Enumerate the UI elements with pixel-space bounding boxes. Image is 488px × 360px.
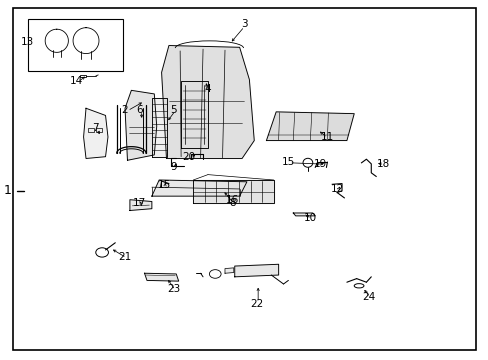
Text: 8: 8 (228, 198, 235, 208)
Text: 9: 9 (170, 162, 177, 172)
Text: 20: 20 (182, 152, 195, 162)
Text: 16: 16 (225, 195, 239, 205)
Text: 14: 14 (69, 76, 83, 86)
Text: 5: 5 (170, 105, 177, 115)
Text: 1: 1 (4, 184, 12, 197)
Polygon shape (152, 98, 167, 157)
Polygon shape (181, 81, 207, 148)
Text: 4: 4 (204, 84, 211, 94)
Polygon shape (234, 264, 278, 277)
Polygon shape (161, 45, 254, 158)
Polygon shape (125, 90, 157, 160)
Text: 24: 24 (362, 292, 375, 302)
Bar (88, 128, 94, 132)
Bar (80, 75, 86, 77)
Text: 2: 2 (122, 105, 128, 115)
Polygon shape (293, 213, 315, 216)
Polygon shape (144, 273, 178, 281)
Text: 15: 15 (157, 180, 170, 190)
Polygon shape (152, 180, 246, 196)
Polygon shape (193, 180, 273, 203)
Text: 19: 19 (313, 159, 326, 169)
Text: 23: 23 (167, 284, 180, 294)
Polygon shape (266, 112, 353, 140)
Text: 13: 13 (21, 37, 34, 47)
Polygon shape (224, 268, 233, 273)
Text: 3: 3 (241, 19, 247, 29)
Text: 11: 11 (320, 132, 333, 142)
Text: 21: 21 (118, 252, 131, 262)
Text: 6: 6 (136, 105, 142, 115)
Text: 12: 12 (330, 184, 343, 194)
Polygon shape (83, 108, 108, 158)
Bar (27, 19, 122, 71)
Text: 22: 22 (249, 299, 263, 309)
Text: 15: 15 (281, 157, 294, 167)
Text: 17: 17 (133, 198, 146, 208)
Text: 18: 18 (376, 159, 389, 169)
Polygon shape (130, 200, 152, 211)
Bar (96, 128, 102, 132)
Text: 10: 10 (303, 213, 316, 222)
Text: 7: 7 (92, 123, 99, 133)
